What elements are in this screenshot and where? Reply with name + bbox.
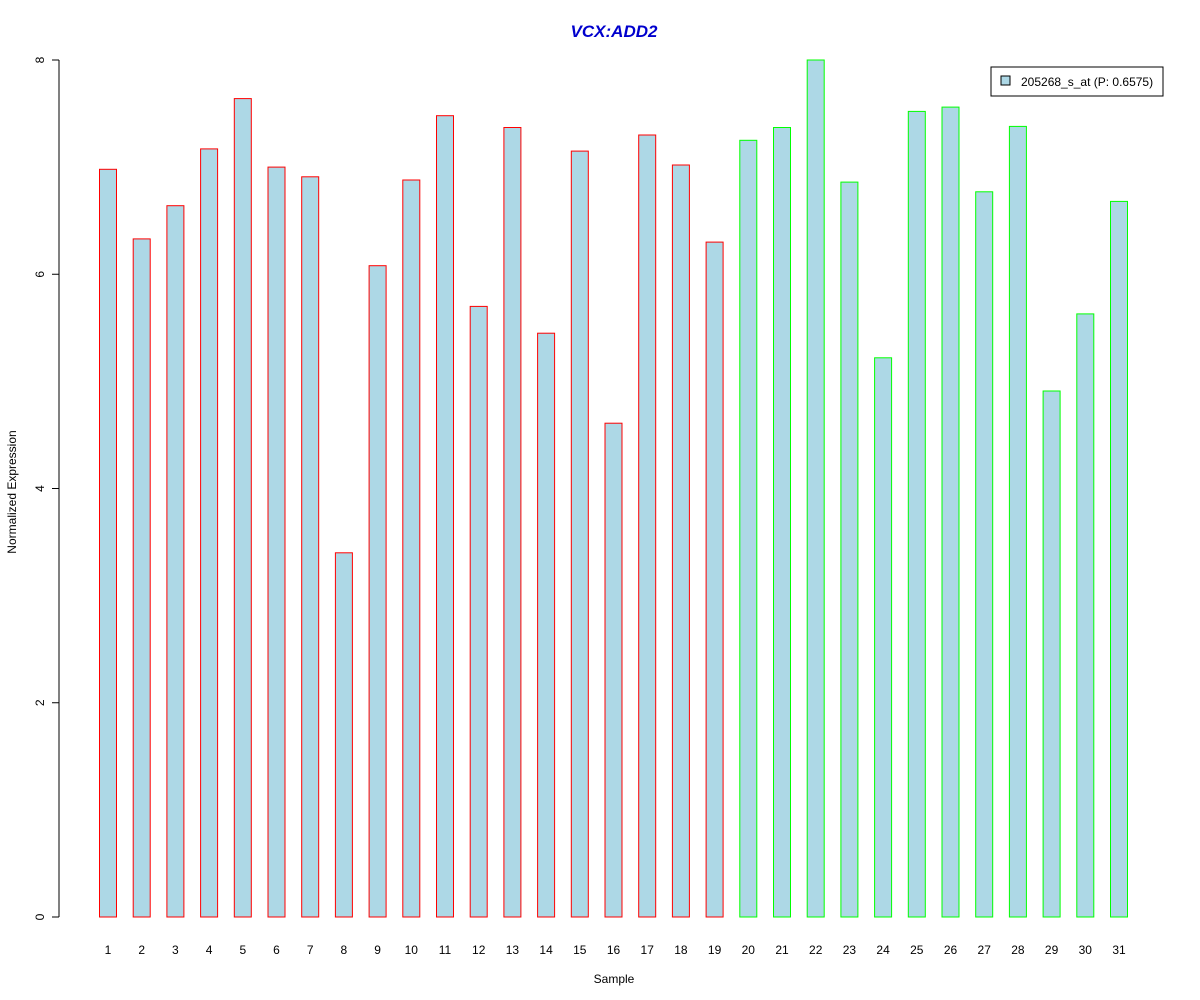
- bar-sample-3: [166, 205, 185, 918]
- x-tick-label: 7: [307, 943, 314, 957]
- x-tick-label: 27: [978, 943, 992, 957]
- bar-sample-2: [132, 238, 151, 918]
- bar-sample-27: [975, 191, 994, 918]
- x-tick-label: 1: [105, 943, 112, 957]
- x-tick-label: 23: [843, 943, 857, 957]
- bar-sample-19: [705, 241, 724, 918]
- x-axis-title: Sample: [594, 972, 635, 986]
- bar-sample-29: [1042, 390, 1061, 918]
- x-tick-label: 4: [206, 943, 213, 957]
- bar-sample-15: [570, 150, 589, 918]
- legend-swatch: [1000, 75, 1011, 86]
- x-tick-label: 22: [809, 943, 823, 957]
- x-tick-label: 15: [573, 943, 587, 957]
- x-tick-label: 12: [472, 943, 486, 957]
- legend-box: [990, 66, 1164, 97]
- bar-sample-11: [436, 115, 454, 918]
- bar-sample-26: [941, 106, 960, 918]
- x-tick-labels: 1 2 3 4 5 6 7 8 9 10 11 12 13 14 15 16 17 18 19 20 21 22 23 24 2…: [105, 943, 1126, 957]
- bar-sample-16: [604, 422, 623, 918]
- bar-sample-4: [200, 148, 219, 918]
- y-axis: 0 2 4 6 8: [33, 56, 60, 920]
- bar-sample-6: [267, 166, 286, 918]
- legend: 205268_s_at (P: 0.6575): [990, 66, 1164, 97]
- bar-sample-5: [233, 98, 252, 918]
- x-tick-label: 9: [374, 943, 381, 957]
- x-tick-label: 25: [910, 943, 924, 957]
- bar-sample-23: [840, 181, 859, 918]
- bar-sample-20: [739, 139, 758, 918]
- bar-sample-28: [1008, 125, 1027, 918]
- x-tick-label: 31: [1112, 943, 1126, 957]
- bar-sample-24: [874, 357, 893, 918]
- x-tick-label: 6: [273, 943, 280, 957]
- bar-sample-21: [773, 127, 791, 918]
- x-tick-label: 2: [138, 943, 145, 957]
- chart-title: VCX:ADD2: [571, 22, 658, 41]
- bar-sample-31: [1110, 200, 1128, 918]
- bar-sample-1: [99, 168, 117, 918]
- bar-sample-12: [469, 305, 488, 918]
- x-tick-label: 19: [708, 943, 722, 957]
- x-tick-label: 21: [775, 943, 789, 957]
- x-tick-label: 17: [641, 943, 655, 957]
- x-tick-label: 24: [876, 943, 890, 957]
- y-tick-label: 8: [33, 56, 47, 63]
- bar-sample-17: [638, 134, 657, 918]
- x-tick-label: 10: [405, 943, 419, 957]
- legend-entry: 205268_s_at (P: 0.6575): [1021, 75, 1153, 89]
- bar-sample-30: [1076, 313, 1095, 918]
- x-tick-label: 28: [1011, 943, 1025, 957]
- bars-group: [99, 59, 1128, 918]
- bar-sample-14: [537, 332, 556, 918]
- y-axis-title: Normalized Expression: [5, 430, 19, 553]
- y-tick-label: 2: [33, 699, 47, 706]
- x-tick-label: 26: [944, 943, 958, 957]
- bar-sample-9: [368, 265, 387, 918]
- x-tick-label: 20: [742, 943, 756, 957]
- x-tick-label: 30: [1079, 943, 1093, 957]
- x-tick-label: 14: [539, 943, 553, 957]
- x-tick-label: 8: [341, 943, 348, 957]
- y-tick-label: 4: [33, 485, 47, 492]
- x-tick-label: 11: [439, 943, 452, 957]
- x-tick-label: 5: [239, 943, 246, 957]
- bar-sample-25: [907, 110, 926, 918]
- x-tick-label: 3: [172, 943, 179, 957]
- bar-sample-13: [503, 127, 522, 918]
- bar-sample-10: [402, 179, 421, 918]
- x-tick-label: 13: [506, 943, 520, 957]
- x-tick-label: 29: [1045, 943, 1059, 957]
- bar-sample-22: [806, 59, 825, 918]
- x-tick-label: 16: [607, 943, 621, 957]
- x-tick-label: 18: [674, 943, 688, 957]
- y-tick-label: 6: [33, 271, 47, 278]
- bar-sample-18: [671, 164, 690, 918]
- bar-sample-7: [301, 176, 320, 918]
- y-tick-label: 0: [33, 913, 47, 920]
- bar-sample-8: [334, 552, 353, 918]
